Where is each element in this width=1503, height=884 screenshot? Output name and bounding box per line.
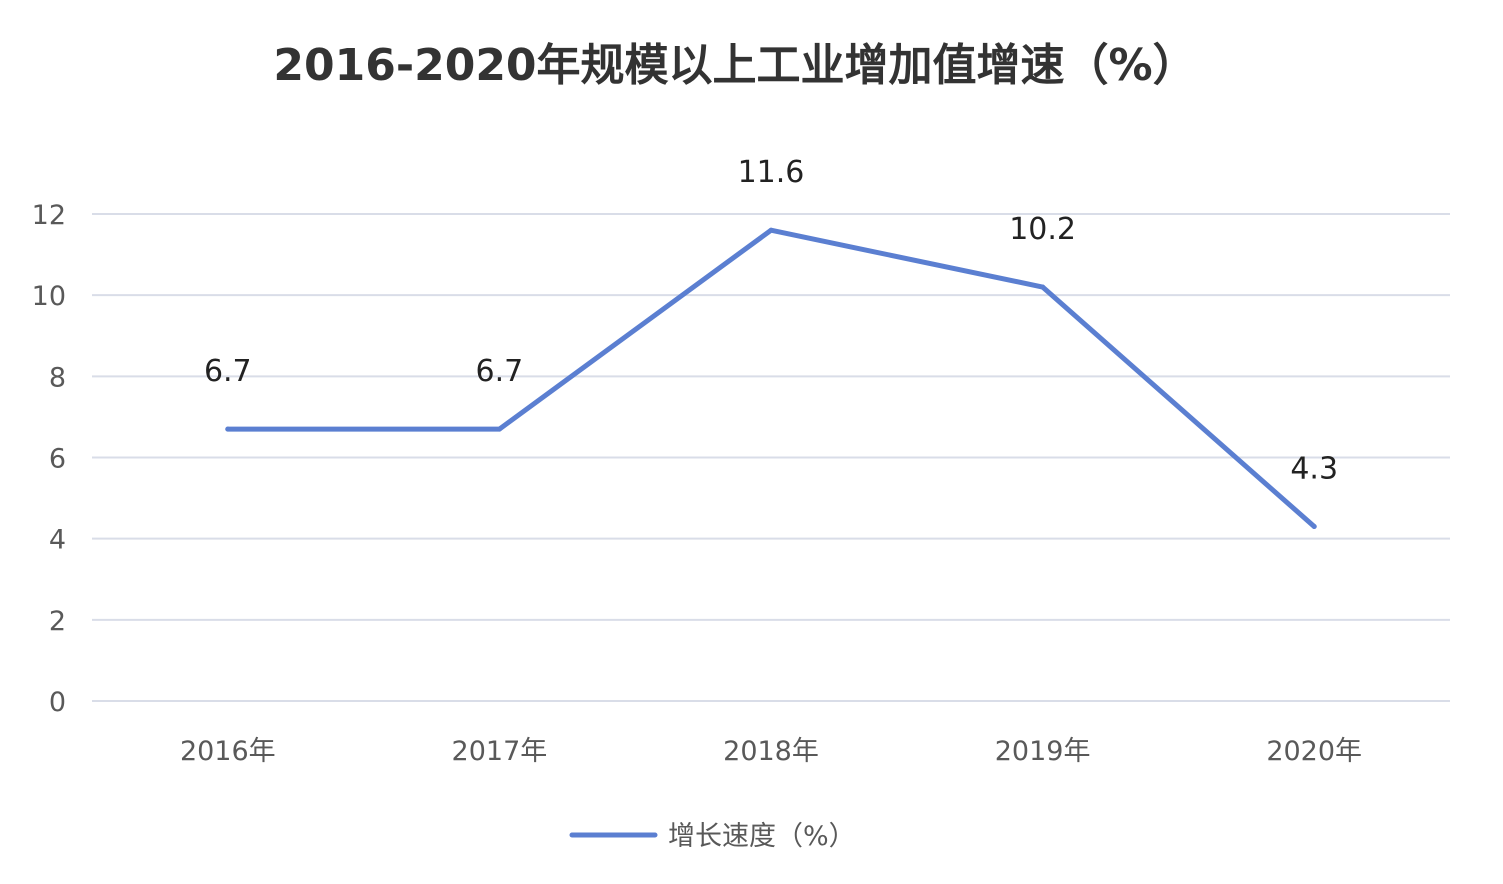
y-tick-label: 8 xyxy=(49,362,66,393)
data-point xyxy=(496,426,502,432)
y-tick-label: 2 xyxy=(49,606,66,637)
data-label: 4.3 xyxy=(1290,451,1338,486)
x-tick-label: 2016年 xyxy=(180,736,276,767)
data-label: 6.7 xyxy=(204,354,252,389)
data-point xyxy=(1311,523,1317,529)
x-axis-ticks: 2016年 2017年 2018年 2019年 2020年 xyxy=(180,736,1362,767)
y-tick-label: 10 xyxy=(32,281,66,312)
y-tick-label: 4 xyxy=(49,525,66,556)
legend: 增长速度（%） xyxy=(569,821,856,852)
data-labels: 6.7 6.7 11.6 10.2 4.3 xyxy=(204,155,1338,486)
y-tick-label: 6 xyxy=(49,444,66,475)
x-tick-label: 2017年 xyxy=(452,736,548,767)
series-line xyxy=(225,227,1317,529)
legend-label: 增长速度（%） xyxy=(668,821,856,852)
series-layer xyxy=(225,227,1317,529)
data-label: 10.2 xyxy=(1009,212,1076,247)
data-point xyxy=(768,227,774,233)
x-tick-label: 2018年 xyxy=(723,736,819,767)
gridlines xyxy=(92,213,1450,702)
y-axis-ticks: 0 2 4 6 8 10 12 xyxy=(32,200,66,718)
x-tick-label: 2019年 xyxy=(995,736,1091,767)
data-label: 6.7 xyxy=(476,354,524,389)
chart-title: 2016-2020年规模以上工业增加值增速（%） xyxy=(273,40,1196,91)
data-label: 11.6 xyxy=(738,155,805,190)
y-tick-label: 12 xyxy=(32,200,66,231)
data-point xyxy=(1040,284,1046,290)
data-point xyxy=(225,426,231,432)
y-tick-label: 0 xyxy=(49,687,66,718)
x-tick-label: 2020年 xyxy=(1266,736,1362,767)
